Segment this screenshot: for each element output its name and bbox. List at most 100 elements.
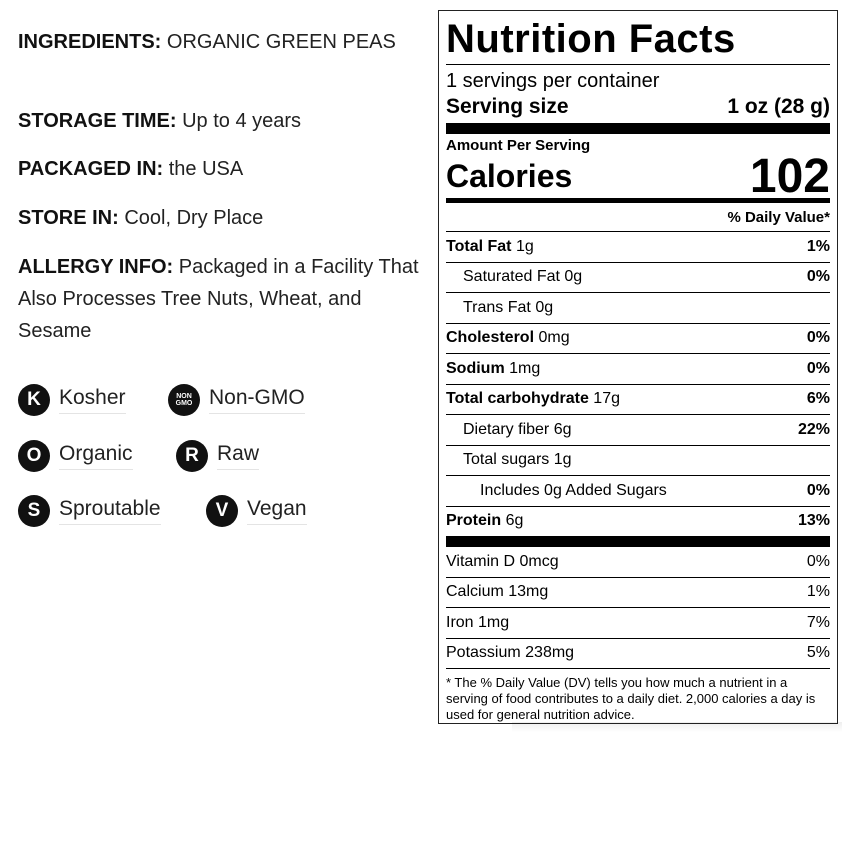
rule (446, 198, 830, 203)
calories: Calories 102 (446, 150, 830, 203)
nutrient: Total carbohydrate 17g (446, 390, 620, 408)
nutrient: Total Fat 1g (446, 238, 534, 256)
info-item: STORE IN: Cool, Dry Place (18, 202, 428, 234)
nutrient: Protein 6g (446, 512, 523, 530)
nutrient-row: Cholesterol 0mg 0% (446, 324, 830, 354)
nutrient-dv: 22% (797, 420, 830, 438)
badge-icon: O (18, 440, 50, 472)
vitamin-dv: 0% (806, 552, 830, 570)
nutrient-dv: 6% (806, 390, 830, 408)
nutrient-row: Dietary fiber 6g 22% (446, 415, 830, 446)
vitamin: Vitamin D 0mcg (446, 553, 559, 571)
vitamin: Calcium 13mg (446, 583, 548, 601)
badge: O Organic (18, 440, 133, 472)
nutrient-name: Trans Fat (463, 298, 531, 316)
nutrient-row: Includes 0g Added Sugars 0% (446, 476, 830, 507)
serving-size-label: Serving size (446, 95, 569, 118)
badge: S Sproutable (18, 495, 161, 527)
info-text: Packaged in a Facility That Also Process… (18, 256, 419, 342)
nutrient: Cholesterol 0mg (446, 329, 570, 347)
nutrient-row: Protein 6g 13% (446, 507, 830, 537)
info-item: PACKAGED IN: the USA (18, 153, 428, 185)
nutrient: Saturated Fat 0g (446, 268, 582, 286)
nutrient-name: Dietary fiber (463, 420, 550, 438)
vitamin-dv: 7% (806, 613, 830, 631)
nutrient-row: Total carbohydrate 17g 6% (446, 385, 830, 415)
nutrient: Sodium 1mg (446, 360, 540, 378)
nutrient-amount: 0g (535, 298, 554, 316)
vitamin-amount: 13mg (508, 583, 549, 601)
vitamin-dv: 5% (806, 644, 830, 662)
nutrient-name: Total Fat (446, 237, 512, 255)
vitamin: Iron 1mg (446, 614, 509, 632)
rule (446, 123, 830, 134)
badge-label: Sproutable (59, 497, 161, 525)
vitamin: Potassium 238mg (446, 644, 574, 662)
nutrient-list: Total Fat 1g 1% Saturated Fat 0g 0% Trans Fa… (446, 232, 830, 536)
dv-header-text: % Daily Value* (727, 208, 830, 226)
nutrient-dv: 1% (806, 237, 830, 255)
dv-header: % Daily Value* (446, 203, 830, 232)
info-label: INGREDIENTS: (18, 31, 162, 53)
nutrient-amount: 0mg (538, 329, 570, 347)
nutrient-amount: 0g (564, 268, 583, 286)
info-label: STORAGE TIME: (18, 110, 177, 132)
info-item: STORAGE TIME: Up to 4 years (18, 105, 428, 137)
info-label: PACKAGED IN: (18, 158, 164, 180)
calories-label: Calories (446, 157, 573, 194)
info-item: INGREDIENTS: ORGANIC GREEN PEAS (18, 26, 428, 58)
vitamin-name: Vitamin D (446, 552, 516, 570)
rule (446, 536, 830, 547)
nutrient-name: Includes 0g Added Sugars (480, 481, 667, 499)
info-label: ALLERGY INFO: (18, 256, 174, 278)
badge-icon: R (176, 440, 208, 472)
info-label: STORE IN: (18, 207, 119, 229)
info-text: ORGANIC GREEN PEAS (166, 31, 396, 53)
nutrient-name: Total sugars (463, 451, 550, 469)
nutrient-dv: 0% (806, 481, 830, 499)
nutrient-amount: 1g (515, 237, 534, 255)
nutrient-row: Saturated Fat 0g 0% (446, 263, 830, 293)
nutrient: Trans Fat 0g (446, 299, 553, 317)
nutrient-dv: 0% (806, 359, 830, 377)
footnote: * The % Daily Value (DV) tells you how m… (446, 675, 816, 722)
calories-value: 102 (749, 149, 830, 203)
info-text: Cool, Dry Place (124, 207, 264, 229)
servings-text: 1 servings per container (446, 69, 660, 92)
badge: K Kosher (18, 384, 126, 416)
serving-size: Serving size 1 oz (28 g) (446, 94, 830, 120)
nutrient-amount: 1g (553, 451, 572, 469)
badge-label: Raw (217, 442, 260, 470)
nutrient-row: Trans Fat 0g (446, 293, 830, 324)
nutrient-row: Sodium 1mg 0% (446, 354, 830, 385)
vitamin-list: Vitamin D 0mcg 0% Calcium 13mg 1% Iron 1mg 7%… (446, 547, 830, 669)
vitamin-row: Iron 1mg 7% (446, 608, 830, 639)
nutrient: Total sugars 1g (446, 451, 572, 469)
vitamin-row: Potassium 238mg 5% (446, 639, 830, 669)
nutrient-amount: 17g (593, 390, 620, 408)
nutrient-dv: 0% (806, 268, 830, 286)
badge-icon: NON GMO (168, 384, 200, 416)
nutrient-name: Total carbohydrate (446, 390, 589, 408)
nutrient-name: Sodium (446, 359, 505, 377)
badge-icon: K (18, 384, 50, 416)
badge-label: Non-GMO (209, 386, 305, 414)
amount-per-serving: Amount Per Serving (446, 137, 591, 154)
badge: NON GMO Non-GMO (168, 384, 305, 416)
badge: R Raw (176, 440, 260, 472)
shadow (512, 722, 842, 732)
vitamin-amount: 1mg (478, 613, 510, 631)
vitamin-amount: 0mcg (519, 552, 559, 570)
vitamin-name: Potassium (446, 644, 521, 662)
nutrition-title: Nutrition Facts (446, 17, 830, 65)
vitamin-row: Vitamin D 0mcg 0% (446, 547, 830, 578)
badge-label: Vegan (247, 497, 307, 525)
badge-icon: S (18, 495, 50, 527)
nutrient-row: Total sugars 1g (446, 446, 830, 476)
nutrient-row: Total Fat 1g 1% (446, 232, 830, 263)
vitamin-row: Calcium 13mg 1% (446, 578, 830, 608)
vitamin-amount: 238mg (525, 644, 575, 662)
nutrient-name: Protein (446, 512, 502, 530)
